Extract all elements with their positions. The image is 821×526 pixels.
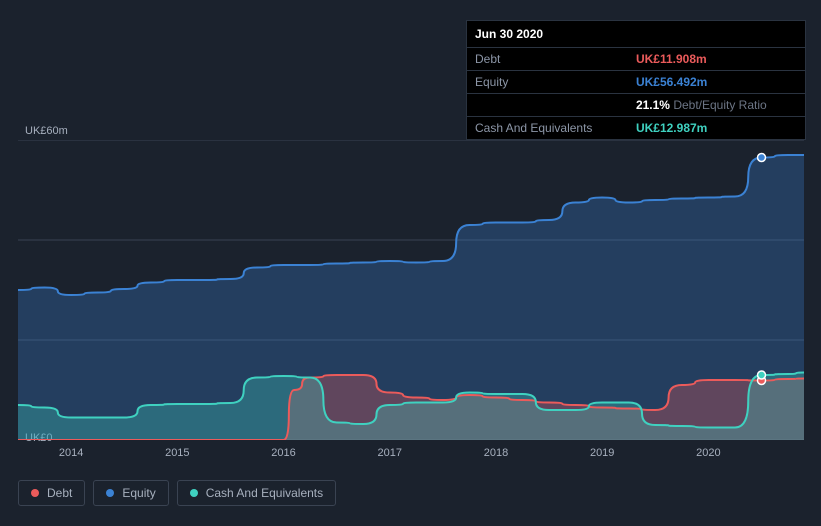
x-axis-tick: 2019	[590, 447, 614, 459]
x-axis-tick: 2017	[378, 447, 402, 459]
legend-item-equity[interactable]: Equity	[93, 480, 168, 506]
hover-tooltip: Jun 30 2020 DebtUK£11.908mEquityUK£56.49…	[466, 20, 806, 140]
legend: Debt Equity Cash And Equivalents	[18, 480, 336, 506]
legend-label: Cash And Equivalents	[206, 486, 323, 500]
legend-dot-cash	[190, 489, 198, 497]
legend-item-debt[interactable]: Debt	[18, 480, 85, 506]
debt-equity-chart[interactable]	[18, 140, 804, 440]
x-axis-tick: 2018	[484, 447, 508, 459]
tooltip-table: DebtUK£11.908mEquityUK£56.492m21.1% Debt…	[467, 47, 805, 139]
legend-label: Debt	[47, 486, 72, 500]
legend-dot-debt	[31, 489, 39, 497]
x-axis-tick: 2014	[59, 447, 83, 459]
x-axis-tick: 2020	[696, 447, 720, 459]
x-axis-tick: 2015	[165, 447, 189, 459]
tooltip-date: Jun 30 2020	[467, 21, 805, 47]
x-axis-tick: 2016	[271, 447, 295, 459]
legend-label: Equity	[122, 486, 155, 500]
y-axis-label-max: UK£60m	[25, 125, 68, 137]
legend-item-cash[interactable]: Cash And Equivalents	[177, 480, 336, 506]
legend-dot-equity	[106, 489, 114, 497]
